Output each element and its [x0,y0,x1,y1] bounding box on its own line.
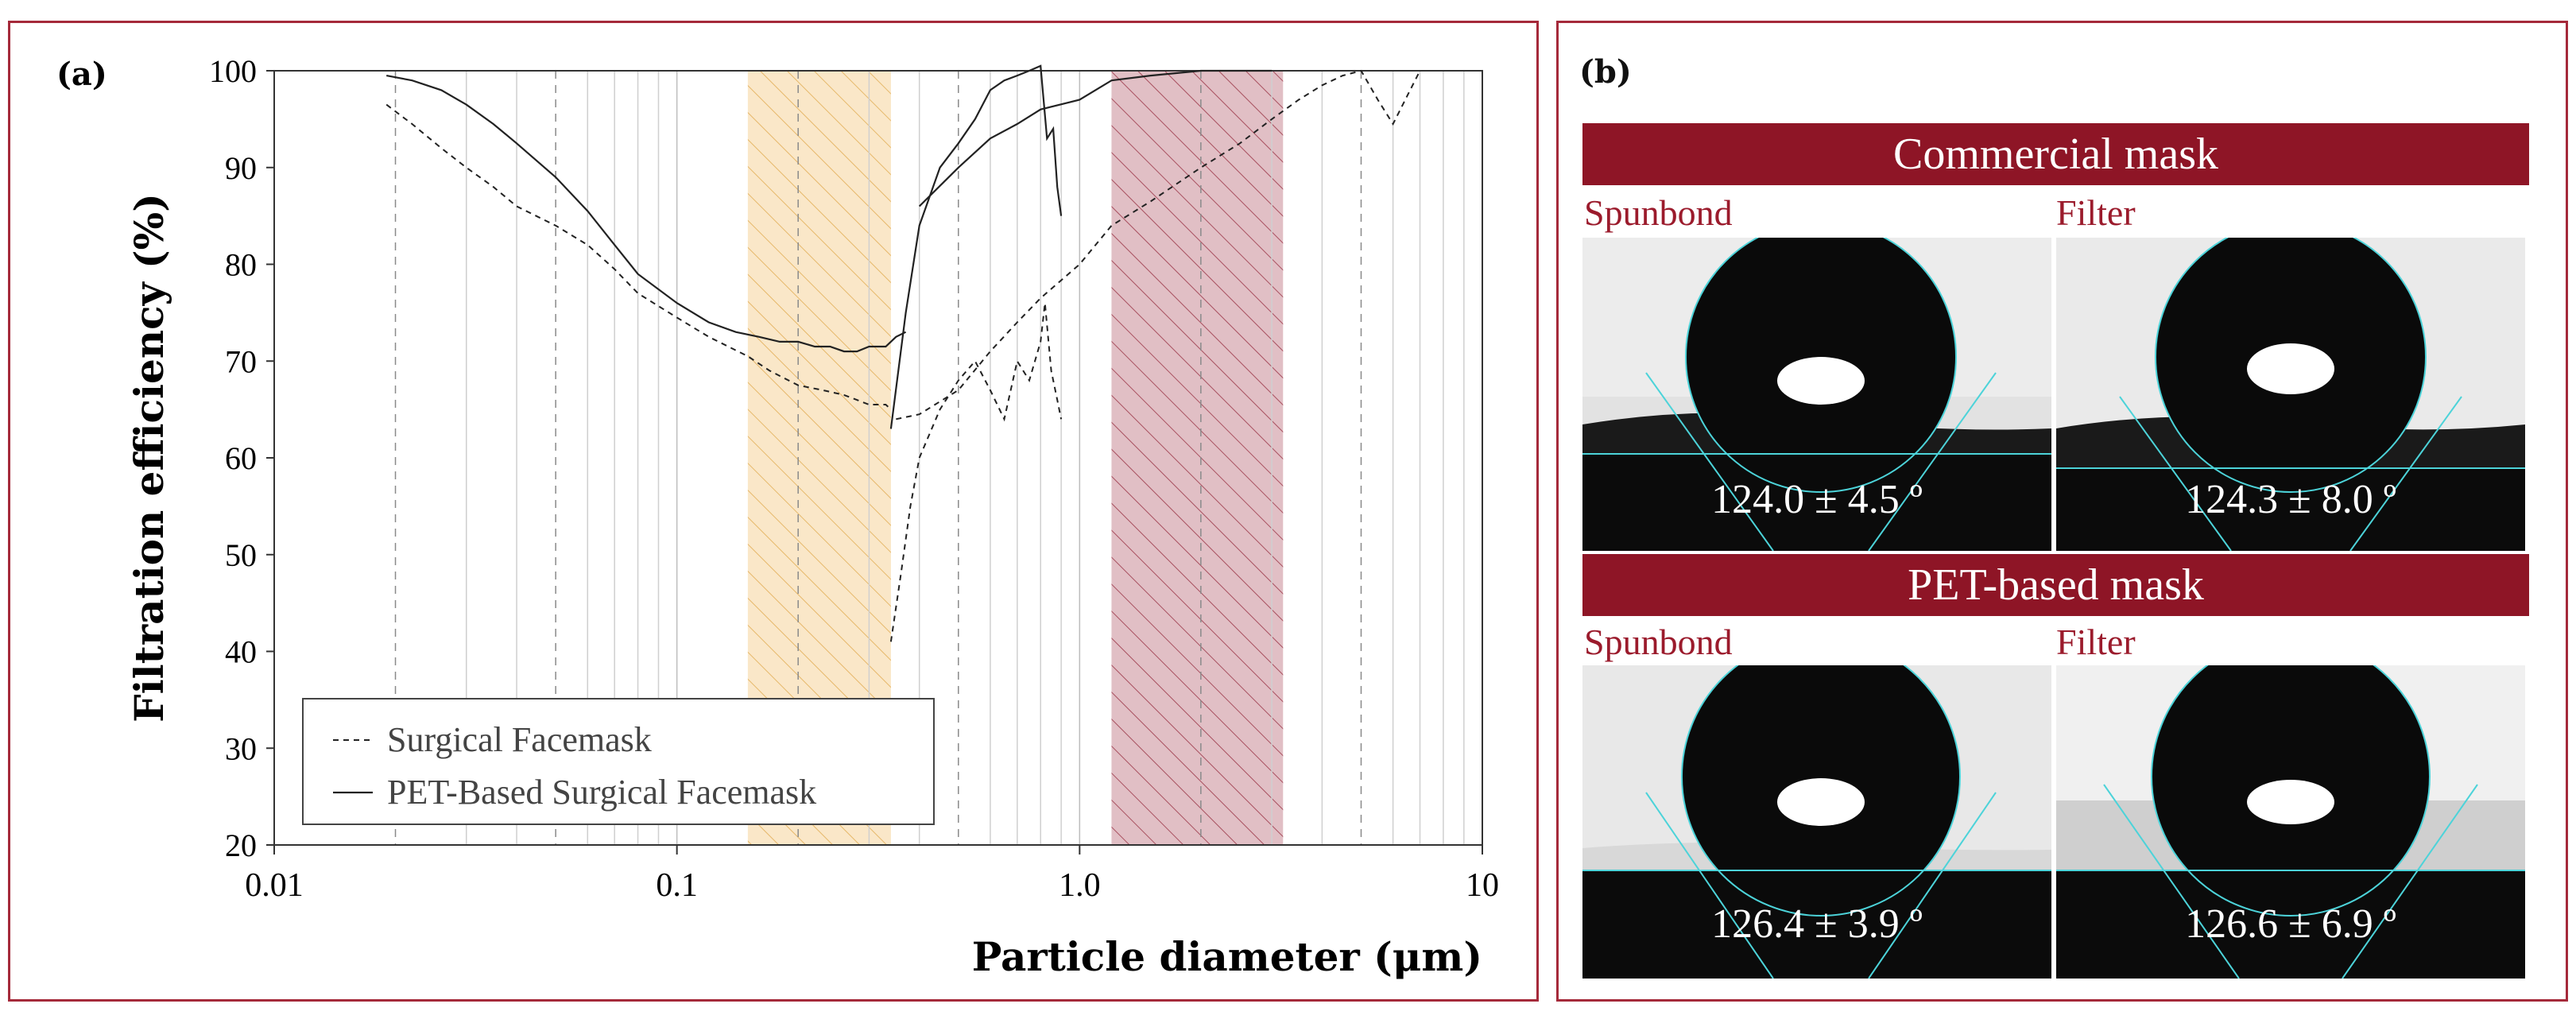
y-tick-label: 30 [225,731,257,766]
commercial-filter-angle: 124.3 ± 8.0 º [2185,477,2396,522]
legend-label-surgical: Surgical Facemask [387,720,652,759]
y-axis-label: Filtration efficiency (%) [126,193,172,723]
y-tick-label: 70 [225,343,257,379]
x-tick-label: 10 [1466,867,1499,904]
pet-filter-droplet-image: 126.6 ± 6.9 º [2056,665,2525,979]
pet-spunbond-droplet-image: 126.4 ± 3.9 º [1582,665,2051,979]
commercial-filter-droplet-image: 124.3 ± 8.0 º [2056,238,2525,551]
panel-a-label: (a) [56,56,107,93]
x-tick-label: 0.01 [245,867,304,904]
x-tick-label: 0.1 [656,867,698,904]
commercial-filter-label: Filter [2056,192,2136,233]
series-line-pet [918,69,1273,207]
series-line-surgical [385,103,892,410]
legend-box [302,698,935,825]
y-tick-label: 50 [225,537,257,573]
commercial-mask-banner: Commercial mask [1582,123,2529,185]
series-line-surgical [896,69,1421,420]
x-tick-label: 1.0 [1059,867,1101,904]
pet-filter-label: Filter [2056,622,2136,662]
commercial-spunbond-angle: 124.0 ± 4.5 º [1711,477,1923,522]
panel-b: (b) Commercial mask Spunbond Filter 124.… [1556,21,2568,1002]
pet-spunbond-label: Spunbond [1584,622,1733,662]
y-tick-label: 80 [225,247,257,283]
filtration-chart: (a) 20 30 40 50 60 70 80 90 100 0.01 0.1 1.0 10 Partic… [56,53,1499,980]
x-axis-label: Particle diameter (μm) [972,933,1482,980]
series-line-surgical [889,303,1063,642]
legend-label-pet: PET-Based Surgical Facemask [387,773,816,812]
series-line-pet [385,75,907,353]
pet-mask-banner: PET-based mask [1582,554,2529,616]
panel-b-label: (b) [1579,53,1632,91]
y-tick-label: 20 [225,827,257,863]
commercial-spunbond-droplet-image: 124.0 ± 4.5 º [1582,238,2051,551]
y-tick-label: 40 [225,634,257,670]
series-line-pet [889,64,1063,429]
shaded-region-hatch-1 [1111,71,1284,845]
pet-filter-angle: 126.6 ± 6.9 º [2185,901,2396,947]
y-tick-label: 60 [225,440,257,476]
pet-spunbond-angle: 126.4 ± 3.9 º [1711,901,1923,947]
y-tick-label: 100 [209,53,257,89]
commercial-spunbond-label: Spunbond [1584,192,1733,233]
panel-a: (a) 20 30 40 50 60 70 80 90 100 0.01 0.1 1.0 10 Partic… [8,21,1539,1002]
y-tick-label: 90 [225,150,257,186]
